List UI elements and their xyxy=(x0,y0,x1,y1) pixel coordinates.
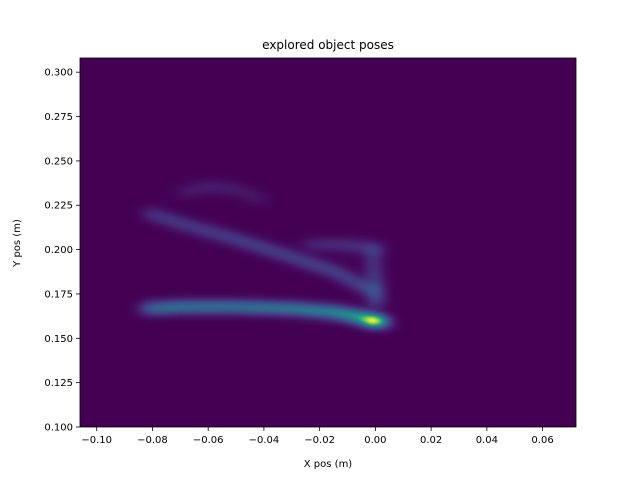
x-tick-label: −0.10 xyxy=(81,435,112,446)
x-tick-label: 0.02 xyxy=(420,435,442,446)
y-tick-label: 0.275 xyxy=(44,112,73,123)
y-tick-label: 0.100 xyxy=(44,423,73,434)
plot-area xyxy=(79,57,577,428)
y-tick-label: 0.175 xyxy=(44,289,73,300)
x-tick-label: −0.04 xyxy=(249,435,280,446)
heatmap-density-layer xyxy=(80,58,576,427)
y-tick-label: 0.300 xyxy=(44,68,73,79)
x-axis-ticks: −0.10 −0.08 −0.06 −0.04 −0.02 0.00 0.02 0.04 0.0… xyxy=(81,427,554,446)
y-tick-label: 0.225 xyxy=(44,201,73,212)
x-axis-label: X pos (m) xyxy=(304,459,353,470)
chart-title: explored object poses xyxy=(262,38,394,52)
x-tick-label: −0.08 xyxy=(137,435,168,446)
y-tick-label: 0.250 xyxy=(44,156,73,167)
y-axis-ticks: 0.100 0.125 0.150 0.175 0.200 0.225 0.250 0.275… xyxy=(44,68,80,434)
y-tick-label: 0.125 xyxy=(44,378,73,389)
x-tick-label: 0.06 xyxy=(531,435,553,446)
y-tick-label: 0.200 xyxy=(44,245,73,256)
x-tick-label: −0.06 xyxy=(193,435,224,446)
y-axis-label: Y pos (m) xyxy=(12,219,23,268)
y-tick-label: 0.150 xyxy=(44,334,73,345)
plot-frame xyxy=(79,57,577,428)
x-tick-label: −0.02 xyxy=(304,435,335,446)
x-tick-label: 0.04 xyxy=(476,435,498,446)
x-tick-label: 0.00 xyxy=(364,435,386,446)
